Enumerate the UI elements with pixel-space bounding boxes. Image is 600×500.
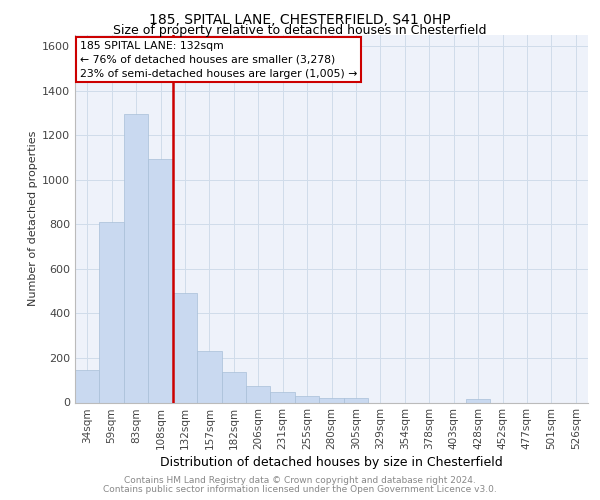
Bar [319, 398, 344, 402]
Text: 185, SPITAL LANE, CHESTERFIELD, S41 0HP: 185, SPITAL LANE, CHESTERFIELD, S41 0HP [149, 12, 451, 26]
Y-axis label: Number of detached properties: Number of detached properties [28, 131, 38, 306]
Bar [197, 351, 221, 403]
Bar [221, 372, 246, 402]
Bar [75, 370, 100, 402]
Bar [344, 398, 368, 402]
Bar [246, 386, 271, 402]
Text: Size of property relative to detached houses in Chesterfield: Size of property relative to detached ho… [113, 24, 487, 37]
Text: 185 SPITAL LANE: 132sqm
← 76% of detached houses are smaller (3,278)
23% of semi: 185 SPITAL LANE: 132sqm ← 76% of detache… [80, 40, 358, 78]
Text: Contains HM Land Registry data © Crown copyright and database right 2024.: Contains HM Land Registry data © Crown c… [124, 476, 476, 485]
X-axis label: Distribution of detached houses by size in Chesterfield: Distribution of detached houses by size … [160, 456, 503, 469]
Bar [295, 396, 319, 402]
Text: Contains public sector information licensed under the Open Government Licence v3: Contains public sector information licen… [103, 484, 497, 494]
Bar [100, 222, 124, 402]
Bar [148, 158, 173, 402]
Bar [466, 399, 490, 402]
Bar [173, 294, 197, 403]
Bar [271, 392, 295, 402]
Bar [124, 114, 148, 403]
